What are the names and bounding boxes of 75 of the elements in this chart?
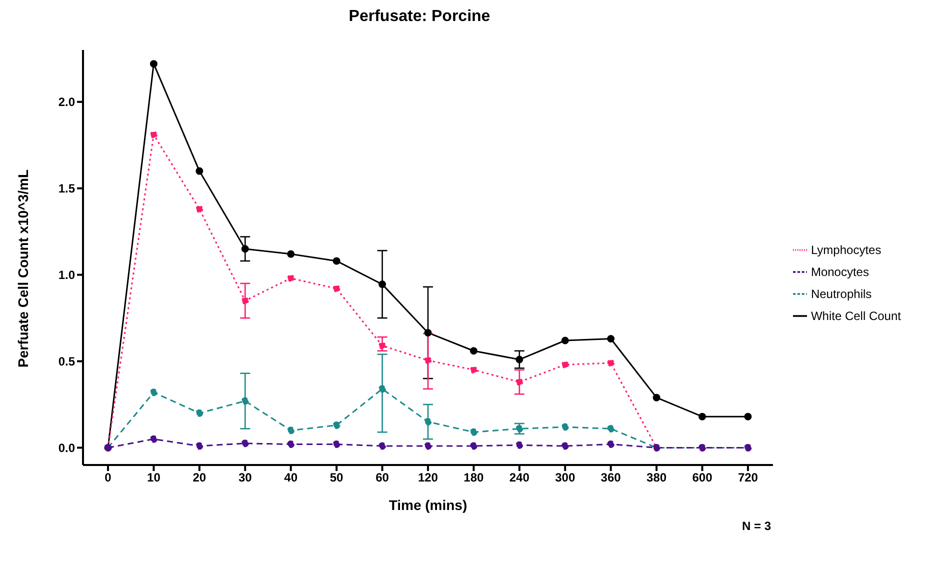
- point: [516, 424, 524, 432]
- x-tick-label: 30: [238, 470, 252, 485]
- point: [698, 412, 706, 420]
- y-tick-label: 1.0: [58, 268, 76, 282]
- point: [150, 388, 158, 396]
- point: [607, 440, 615, 448]
- y-tick-label: 0.5: [58, 354, 76, 369]
- legend-label: White Cell Count: [810, 308, 901, 322]
- legend-label: Lymphocytes: [810, 242, 882, 256]
- y-tick-label: 0.0: [58, 440, 76, 455]
- point: [424, 328, 432, 336]
- x-tick-label: 380: [646, 470, 667, 485]
- point: [287, 440, 295, 448]
- point: [652, 394, 660, 402]
- point: [241, 397, 249, 405]
- x-tick-label: 720: [738, 470, 758, 485]
- x-tick-label: 300: [555, 470, 576, 485]
- point: [561, 360, 569, 368]
- point: [196, 442, 204, 450]
- point: [332, 257, 340, 265]
- y-tick-label: 1.5: [58, 182, 76, 196]
- point: [744, 412, 752, 420]
- point: [196, 205, 204, 213]
- point: [150, 60, 158, 68]
- x-tick-label: 20: [192, 470, 206, 485]
- point: [607, 424, 615, 432]
- point: [561, 423, 569, 431]
- point: [378, 442, 386, 450]
- x-tick-label: 60: [376, 470, 390, 485]
- x-tick-label: 240: [509, 470, 530, 485]
- point: [470, 428, 478, 436]
- point: [378, 385, 386, 393]
- x-tick-label: 600: [692, 470, 713, 485]
- point: [607, 359, 615, 367]
- point: [516, 378, 524, 386]
- y-tick-label: 2.0: [58, 95, 76, 110]
- point: [241, 296, 249, 304]
- point: [424, 442, 432, 450]
- point: [607, 335, 615, 343]
- point: [561, 336, 569, 344]
- point: [332, 440, 340, 448]
- point: [470, 347, 478, 355]
- point: [378, 280, 386, 288]
- point: [561, 442, 569, 450]
- point: [470, 366, 478, 374]
- x-tick-label: 40: [284, 470, 298, 485]
- point: [150, 435, 158, 443]
- y-axis-title: Perfuate Cell Count x10^3/mL: [14, 169, 31, 368]
- point: [150, 130, 158, 138]
- point: [424, 356, 432, 364]
- point: [241, 440, 249, 448]
- point: [287, 274, 295, 282]
- point: [332, 284, 340, 292]
- point: [470, 442, 478, 450]
- legend-label: Neutrophils: [810, 286, 872, 300]
- x-tick-label: 0: [104, 470, 112, 485]
- point: [287, 250, 295, 258]
- point: [196, 409, 204, 417]
- point: [516, 356, 524, 364]
- text: N = 3: [742, 519, 771, 533]
- legend-label: Monocytes: [810, 264, 869, 278]
- point: [196, 167, 204, 175]
- point: [332, 421, 340, 429]
- x-tick-label: 360: [600, 470, 622, 485]
- x-tick-label: 180: [464, 470, 484, 485]
- point: [516, 441, 524, 449]
- x-tick-label: 10: [147, 470, 161, 485]
- point: [241, 245, 249, 253]
- point: [424, 418, 432, 426]
- chart-title: Perfusate: Porcine: [348, 8, 492, 27]
- x-tick-label: 50: [330, 470, 344, 485]
- point: [287, 426, 295, 434]
- x-axis-title: Time (mins): [388, 497, 468, 513]
- x-tick-label: 120: [418, 470, 438, 485]
- point: [378, 342, 386, 350]
